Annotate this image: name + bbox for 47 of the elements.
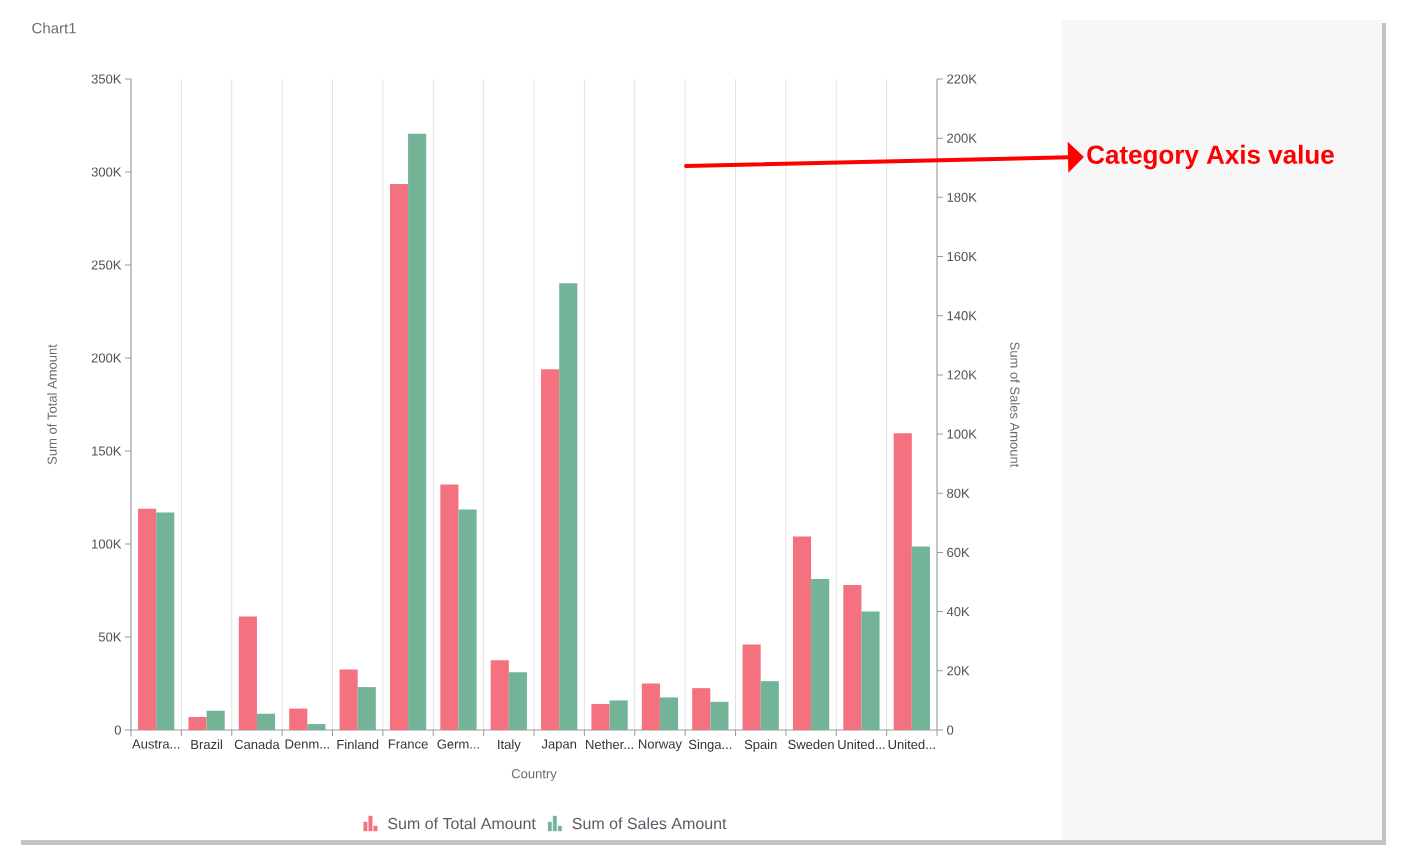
y2-tick-label: 120K <box>947 370 977 380</box>
x-tick-label: Austra... <box>132 739 180 749</box>
x-axis-title: Country <box>511 769 557 781</box>
y-tick-label: 150K <box>92 446 122 456</box>
x-tick-label: United... <box>838 739 885 750</box>
y2-tick-label: 200K <box>947 133 977 143</box>
y-tick-label: 250K <box>91 260 122 270</box>
y-tick-label: 50K <box>98 632 122 642</box>
x-tick-label: Brazil <box>191 739 222 750</box>
bar <box>256 713 276 730</box>
x-tick-label: United... <box>888 739 935 750</box>
x-tick-label: Norway <box>638 739 682 752</box>
x-tick-label: Nether... <box>586 739 633 750</box>
y2-tick-label: 220K <box>947 74 977 84</box>
text: Category Axis value <box>1087 144 1334 170</box>
y2-tick-label: 20K <box>947 666 970 676</box>
y-axis-title: Sum of Total Amount <box>47 344 57 465</box>
y-tick-label: 100K <box>92 539 122 549</box>
x-tick-label: Italy <box>498 739 521 752</box>
x-tick-label: Singa... <box>688 739 732 752</box>
y2-tick-label: 160K <box>947 251 977 262</box>
y-tick-label: 0 <box>114 725 121 735</box>
x-tick-label: Denm... <box>285 739 329 749</box>
x-tick-label: Japan <box>541 739 577 752</box>
y2-tick-label: 40K <box>946 607 970 617</box>
y-tick-label: 300K <box>91 167 122 177</box>
bar <box>307 724 326 730</box>
x-tick-label: Germ... <box>437 739 479 749</box>
bar <box>238 616 257 730</box>
y2-tick-label: 80K <box>947 488 970 498</box>
y2-tick-label: 0 <box>947 725 954 735</box>
y-tick-label: 200K <box>91 353 122 363</box>
x-tick-label: Finland <box>337 739 379 750</box>
x-tick-label: France <box>388 739 428 749</box>
y2-tick-label: 100K <box>947 429 977 439</box>
y2-axis-title: Sum of Sales Amount <box>1010 342 1020 468</box>
legend-label: Sum of Sales Amount <box>572 817 727 830</box>
x-tick-label: Canada <box>234 739 280 750</box>
chart-title: Chart1 <box>32 22 76 34</box>
y2-tick-label: 60K <box>947 547 970 558</box>
legend-label: Sum of Total Amount <box>388 817 536 830</box>
x-tick-label: Spain <box>744 739 777 752</box>
y2-tick-label: 140K <box>947 311 977 321</box>
x-tick-label: Sweden <box>788 739 834 750</box>
y-tick-label: 350K <box>91 74 122 84</box>
y2-tick-label: 180K <box>947 192 977 202</box>
bar <box>289 708 308 730</box>
